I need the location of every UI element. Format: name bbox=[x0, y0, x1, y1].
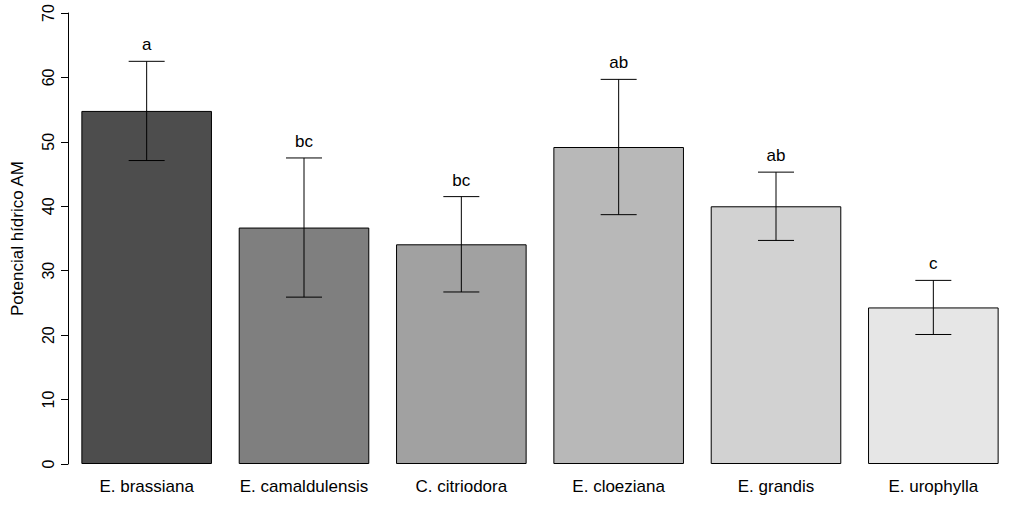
svg-text:c: c bbox=[929, 254, 938, 273]
svg-text:50: 50 bbox=[40, 133, 57, 151]
svg-text:E. urophylla: E. urophylla bbox=[888, 477, 978, 496]
svg-text:E. camaldulensis: E. camaldulensis bbox=[240, 477, 369, 496]
svg-text:E. grandis: E. grandis bbox=[738, 477, 815, 496]
svg-text:ab: ab bbox=[609, 53, 628, 72]
svg-text:E. brassiana: E. brassiana bbox=[99, 477, 194, 496]
svg-text:ab: ab bbox=[767, 146, 786, 165]
svg-text:C. citriodora: C. citriodora bbox=[416, 477, 508, 496]
svg-text:Potencial hídrico AM: Potencial hídrico AM bbox=[8, 161, 27, 316]
svg-text:E. cloeziana: E. cloeziana bbox=[572, 477, 665, 496]
svg-text:bc: bc bbox=[452, 171, 470, 190]
svg-text:a: a bbox=[142, 35, 152, 54]
svg-text:30: 30 bbox=[40, 262, 57, 280]
svg-text:60: 60 bbox=[40, 68, 57, 86]
svg-text:bc: bc bbox=[295, 132, 313, 151]
svg-text:40: 40 bbox=[40, 197, 57, 215]
svg-text:70: 70 bbox=[40, 4, 57, 22]
svg-text:20: 20 bbox=[40, 326, 57, 344]
svg-text:0: 0 bbox=[40, 459, 57, 468]
svg-text:10: 10 bbox=[40, 391, 57, 409]
